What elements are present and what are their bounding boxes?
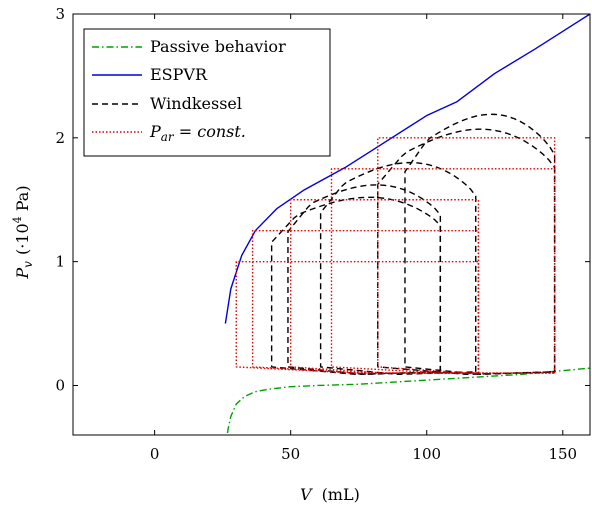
legend-label-par: Par = const.	[149, 122, 246, 144]
legend-label-windkessel: Windkessel	[150, 94, 242, 113]
y-tick-label: 2	[55, 129, 65, 147]
legend-par-main: P	[149, 122, 161, 141]
y-axis-unit-open: (·10	[13, 223, 32, 255]
windkessel-loop	[287, 184, 442, 376]
y-tick-label: 0	[55, 376, 65, 394]
y-axis-label: Pv (·104 Pa)	[11, 185, 35, 279]
x-tick-label: 100	[412, 445, 441, 463]
pressure-const-loop	[289, 199, 480, 374]
series-espvr	[224, 14, 590, 324]
y-axis-unit-close: Pa)	[13, 185, 32, 216]
series-layer	[224, 14, 590, 435]
legend: Passive behavior ESPVR Windkessel Par = …	[83, 28, 331, 157]
y-tick-label: 1	[55, 253, 65, 271]
legend-par-sub: ar	[161, 130, 175, 144]
pressure-const-loop	[235, 260, 480, 374]
y-axis-unit-sup: 4	[11, 216, 24, 223]
pressure-const-loop	[377, 137, 556, 374]
x-axis-label: V (mL)	[300, 485, 360, 504]
legend-label-passive: Passive behavior	[150, 37, 286, 56]
x-tick-label: 150	[548, 445, 577, 463]
y-axis-sub: v	[21, 261, 35, 268]
y-axis-var: P	[13, 268, 32, 280]
x-tick-label: 0	[150, 445, 160, 463]
ticks-layer: 0 50 100 150 0 1 2 3	[55, 5, 590, 463]
x-axis-var: V	[300, 485, 313, 504]
windkessel-loop	[377, 128, 556, 376]
windkessel-loop	[319, 161, 477, 376]
windkessel-loop	[270, 196, 442, 376]
pressure-const-loop	[330, 168, 556, 374]
legend-par-rest: = const.	[174, 122, 246, 141]
legend-box	[83, 28, 331, 157]
y-tick-label: 3	[55, 5, 65, 23]
series-passive-behavior	[226, 367, 590, 435]
x-axis-unit: (mL)	[322, 485, 360, 504]
legend-label-espvr: ESPVR	[150, 65, 208, 84]
x-tick-label: 50	[281, 445, 300, 463]
